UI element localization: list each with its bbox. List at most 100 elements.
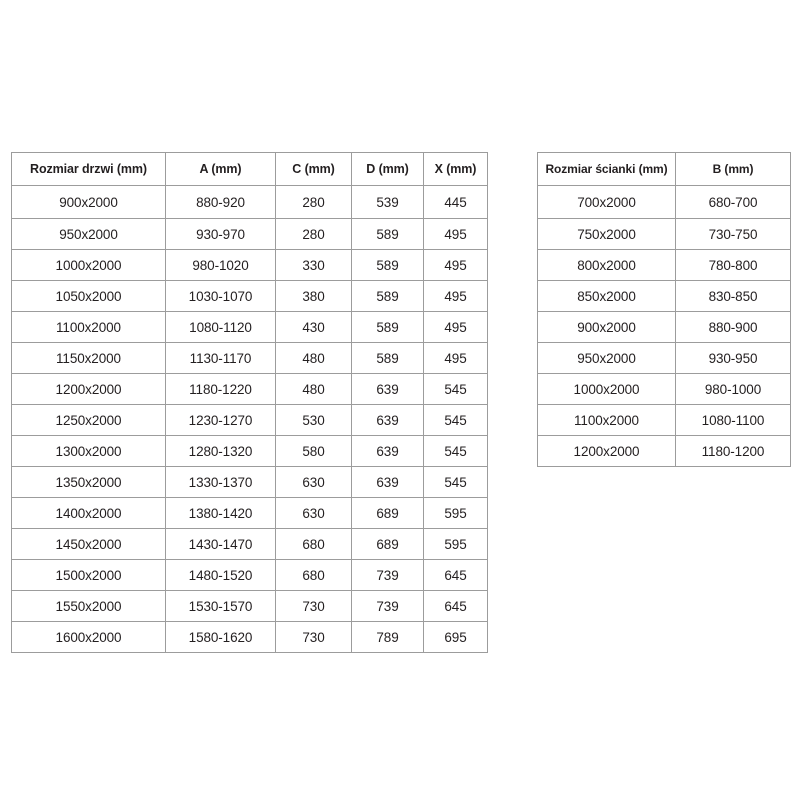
cell-door-size: 900x2000 [11, 185, 166, 219]
column-header-a: A (mm) [165, 152, 276, 186]
cell-c: 680 [275, 528, 352, 560]
cell-d: 789 [351, 621, 424, 653]
table-row: 900x2000 880-900 [537, 311, 791, 343]
cell-x: 495 [423, 249, 488, 281]
cell-wall-size: 750x2000 [537, 218, 676, 250]
table-row: 700x2000 680-700 [537, 185, 791, 219]
table-row: 750x2000 730-750 [537, 218, 791, 250]
cell-b: 1180-1200 [675, 435, 791, 467]
cell-x: 495 [423, 280, 488, 312]
cell-b: 780-800 [675, 249, 791, 281]
cell-b: 1080-1100 [675, 404, 791, 436]
cell-c: 580 [275, 435, 352, 467]
cell-b: 980-1000 [675, 373, 791, 405]
cell-a: 1480-1520 [165, 559, 276, 591]
cell-b: 930-950 [675, 342, 791, 374]
cell-x: 495 [423, 218, 488, 250]
cell-d: 589 [351, 280, 424, 312]
column-header-x: X (mm) [423, 152, 488, 186]
cell-c: 380 [275, 280, 352, 312]
cell-door-size: 1250x2000 [11, 404, 166, 436]
cell-a: 1580-1620 [165, 621, 276, 653]
cell-a: 880-920 [165, 185, 276, 219]
column-header-wall-size: Rozmiar ścianki (mm) [537, 152, 676, 186]
cell-d: 639 [351, 466, 424, 498]
table-row: 1300x2000 1280-1320 580 639 545 [11, 435, 488, 467]
walls-table-body: 700x2000 680-700 750x2000 730-750 800x2000 78… [537, 185, 791, 467]
cell-d: 589 [351, 342, 424, 374]
cell-d: 589 [351, 249, 424, 281]
cell-door-size: 950x2000 [11, 218, 166, 250]
cell-d: 639 [351, 404, 424, 436]
cell-x: 645 [423, 559, 488, 591]
cell-wall-size: 800x2000 [537, 249, 676, 281]
table-row: 850x2000 830-850 [537, 280, 791, 312]
cell-d: 539 [351, 185, 424, 219]
cell-d: 589 [351, 311, 424, 343]
cell-wall-size: 950x2000 [537, 342, 676, 374]
cell-d: 639 [351, 373, 424, 405]
cell-d: 589 [351, 218, 424, 250]
table-row: 1050x2000 1030-1070 380 589 495 [11, 280, 488, 312]
cell-wall-size: 850x2000 [537, 280, 676, 312]
cell-door-size: 1300x2000 [11, 435, 166, 467]
table-row: 1250x2000 1230-1270 530 639 545 [11, 404, 488, 436]
cell-x: 545 [423, 373, 488, 405]
cell-wall-size: 1200x2000 [537, 435, 676, 467]
cell-a: 1180-1220 [165, 373, 276, 405]
table-header-row: Rozmiar ścianki (mm) B (mm) [537, 152, 791, 186]
cell-x: 695 [423, 621, 488, 653]
table-row: 1500x2000 1480-1520 680 739 645 [11, 559, 488, 591]
table-row: 800x2000 780-800 [537, 249, 791, 281]
table-row: 1150x2000 1130-1170 480 589 495 [11, 342, 488, 374]
cell-d: 689 [351, 528, 424, 560]
table-row: 1100x2000 1080-1120 430 589 495 [11, 311, 488, 343]
table-row: 1000x2000 980-1000 [537, 373, 791, 405]
cell-c: 480 [275, 342, 352, 374]
cell-d: 689 [351, 497, 424, 529]
cell-x: 495 [423, 311, 488, 343]
cell-b: 880-900 [675, 311, 791, 343]
cell-c: 680 [275, 559, 352, 591]
cell-door-size: 1200x2000 [11, 373, 166, 405]
table-row: 1450x2000 1430-1470 680 689 595 [11, 528, 488, 560]
table-row: 950x2000 930-950 [537, 342, 791, 374]
cell-door-size: 1050x2000 [11, 280, 166, 312]
cell-d: 639 [351, 435, 424, 467]
cell-x: 595 [423, 528, 488, 560]
cell-x: 495 [423, 342, 488, 374]
cell-wall-size: 700x2000 [537, 185, 676, 219]
cell-a: 980-1020 [165, 249, 276, 281]
cell-door-size: 1000x2000 [11, 249, 166, 281]
cell-c: 430 [275, 311, 352, 343]
cell-a: 1430-1470 [165, 528, 276, 560]
cell-x: 545 [423, 466, 488, 498]
cell-x: 545 [423, 435, 488, 467]
cell-a: 1080-1120 [165, 311, 276, 343]
cell-a: 1130-1170 [165, 342, 276, 374]
table-row: 1200x2000 1180-1200 [537, 435, 791, 467]
cell-d: 739 [351, 559, 424, 591]
cell-c: 630 [275, 466, 352, 498]
table-row: 1550x2000 1530-1570 730 739 645 [11, 590, 488, 622]
cell-a: 1380-1420 [165, 497, 276, 529]
table-row: 1350x2000 1330-1370 630 639 545 [11, 466, 488, 498]
table-row: 1100x2000 1080-1100 [537, 404, 791, 436]
cell-a: 1280-1320 [165, 435, 276, 467]
cell-c: 330 [275, 249, 352, 281]
cell-door-size: 1100x2000 [11, 311, 166, 343]
cell-c: 530 [275, 404, 352, 436]
cell-x: 645 [423, 590, 488, 622]
column-header-b: B (mm) [675, 152, 791, 186]
cell-wall-size: 1100x2000 [537, 404, 676, 436]
cell-x: 595 [423, 497, 488, 529]
cell-c: 480 [275, 373, 352, 405]
cell-c: 730 [275, 621, 352, 653]
table-row: 1000x2000 980-1020 330 589 495 [11, 249, 488, 281]
table-row: 1400x2000 1380-1420 630 689 595 [11, 497, 488, 529]
table-row: 1200x2000 1180-1220 480 639 545 [11, 373, 488, 405]
cell-door-size: 1550x2000 [11, 590, 166, 622]
cell-c: 630 [275, 497, 352, 529]
cell-door-size: 1600x2000 [11, 621, 166, 653]
